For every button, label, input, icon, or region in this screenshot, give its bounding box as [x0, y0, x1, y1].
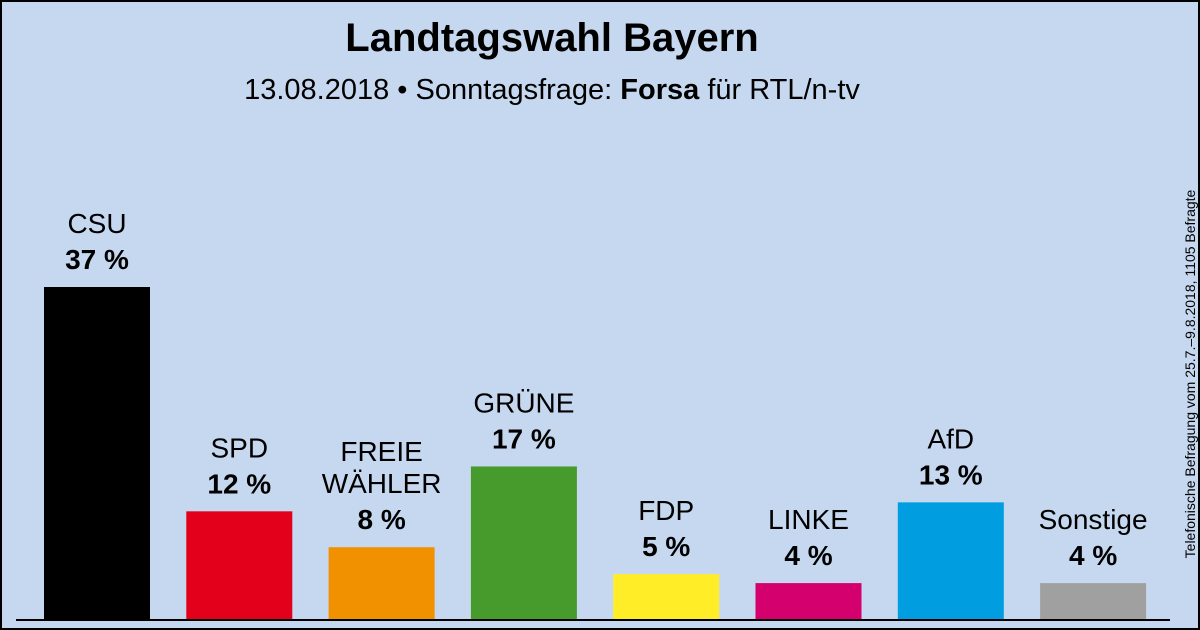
poll-client: für RTL/n-tv — [699, 74, 860, 106]
category-label: FDP — [638, 495, 694, 526]
value-label: 37 % — [65, 244, 129, 275]
value-label: 12 % — [207, 468, 271, 499]
bar-fdp — [613, 574, 720, 619]
value-label: 4 % — [784, 540, 832, 571]
value-label: 8 % — [357, 504, 405, 535]
value-label: 13 % — [919, 459, 983, 490]
category-label: Sonstige — [1039, 504, 1148, 535]
category-label: GRÜNE — [473, 387, 574, 418]
value-label: 17 % — [492, 423, 556, 454]
category-label: WÄHLER — [322, 468, 442, 499]
bar-csu — [44, 287, 150, 619]
bar-sonstige — [1040, 583, 1147, 619]
category-label: AfD — [927, 423, 974, 454]
category-label: CSU — [67, 208, 126, 239]
bar-linke — [755, 583, 862, 619]
poll-type: Sonntagsfrage: — [415, 74, 621, 106]
bar-afd — [897, 502, 1004, 619]
category-label: SPD — [211, 432, 269, 463]
value-label: 5 % — [642, 531, 690, 562]
bar-grüne — [470, 466, 577, 619]
subtitle-separator: • — [389, 74, 416, 106]
bar-freie-wähler — [328, 547, 435, 619]
chart-subtitle: 13.08.2018 • Sonntagsfrage: Forsa für RT… — [2, 74, 1102, 107]
bar-spd — [186, 511, 293, 619]
poll-date: 13.08.2018 — [244, 74, 390, 106]
value-label: 4 % — [1069, 540, 1117, 571]
chart-title: Landtagswahl Bayern — [345, 16, 759, 60]
category-label: FREIE — [340, 436, 422, 467]
poll-institute: Forsa — [620, 74, 700, 106]
category-label: LINKE — [768, 504, 849, 535]
